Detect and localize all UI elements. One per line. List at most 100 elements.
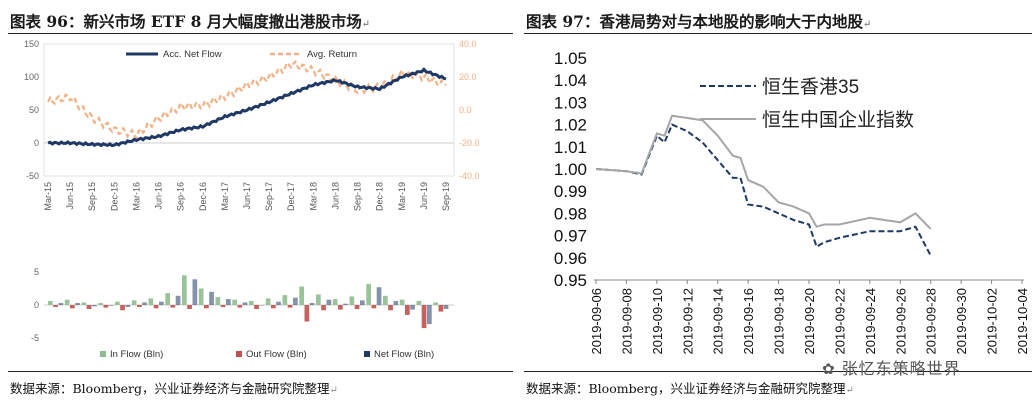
x-tick-label: Dec-15 xyxy=(109,182,119,211)
bar-axis-tick-label: -5 xyxy=(31,333,39,343)
legend-swatch-flow xyxy=(364,351,370,357)
watermark: ✿ 张忆东策略世界 xyxy=(822,355,961,379)
flow-bar xyxy=(70,305,75,309)
legend-swatch-flow xyxy=(236,351,242,357)
x-tick-label: Mar-17 xyxy=(220,182,230,211)
right-axis-tick-label: -20.0 xyxy=(459,138,480,148)
right-source-para-mark: ↵ xyxy=(845,385,854,396)
bar-axis-tick-label: 5 xyxy=(34,267,39,277)
left-axis-tick-label: 0 xyxy=(34,138,39,148)
x-tick-label: 2019-09-14 xyxy=(711,288,726,355)
flow-bar xyxy=(399,299,405,305)
right-axis-tick-label: 40.0 xyxy=(459,39,477,49)
left-source-note: 数据来源：Bloomberg，兴业证券经济与金融研究院整理↵ xyxy=(10,378,338,397)
flow-bar xyxy=(187,305,192,309)
flow-bar xyxy=(142,302,147,305)
right-source-text: 数据来源：Bloomberg，兴业证券经济与金融研究院整理 xyxy=(526,381,846,396)
x-tick-label: Dec-17 xyxy=(286,182,296,211)
y-tick-label: 0.96 xyxy=(554,249,587,268)
x-tick-label: 2019-09-16 xyxy=(741,288,756,355)
flow-bar xyxy=(316,294,321,305)
flow-bar xyxy=(309,303,315,305)
x-tick-label: 2019-09-24 xyxy=(863,288,878,355)
x-tick-label: Dec-16 xyxy=(198,182,208,211)
flow-bar xyxy=(321,305,326,311)
left-source-para-mark: ↵ xyxy=(329,385,338,396)
flow-bar xyxy=(299,286,304,305)
flow-bar xyxy=(220,305,226,307)
right-title-para-mark: ↵ xyxy=(862,19,872,30)
flow-bar xyxy=(226,299,231,305)
flow-bar xyxy=(282,295,288,305)
x-tick-label: Sep-19 xyxy=(441,182,451,211)
flow-bar xyxy=(427,305,432,325)
right-axis-tick-label: -40.0 xyxy=(459,171,480,181)
left-axis-tick-label: 150 xyxy=(24,39,39,49)
right-figure-title-text: 图表 97：香港局势对与本地股的影响大于内地股 xyxy=(526,12,863,31)
flow-bar xyxy=(48,301,53,305)
legend-label-flow: Out Flow (Bln) xyxy=(246,349,307,360)
x-tick-label: 2019-09-30 xyxy=(954,288,969,355)
right-figure-title: 图表 97：香港局势对与本地股的影响大于内地股↵ xyxy=(526,10,871,32)
plot-frame xyxy=(43,43,455,177)
flow-bar xyxy=(338,305,343,310)
flow-bar xyxy=(131,300,137,305)
right-figure-panel: 图表 97：香港局势对与本地股的影响大于内地股↵ 1.05 1.04 1.03 1.0… xyxy=(518,0,1035,405)
x-tick-label: 2019-09-06 xyxy=(589,288,604,355)
x-tick-label: Mar-16 xyxy=(131,182,141,211)
y-tick-label: 1.02 xyxy=(554,116,587,135)
series-line-avg-return xyxy=(47,59,447,141)
series-line-hang-seng-hk35 xyxy=(595,123,932,257)
left-source-text: 数据来源：Bloomberg，兴业证券经济与金融研究院整理 xyxy=(10,381,330,396)
legend-label-avg-return: Avg. Return xyxy=(307,49,357,60)
flow-bar xyxy=(405,305,410,315)
flow-bar xyxy=(383,295,388,305)
flow-bar xyxy=(98,303,103,305)
left-source-rule xyxy=(8,371,513,372)
y-tick-label: 0.99 xyxy=(554,182,587,201)
x-tick-label: Jun-15 xyxy=(65,182,75,210)
series-line-hscei xyxy=(595,114,932,230)
flow-bar xyxy=(376,287,382,305)
right-axis-tick-label: 20.0 xyxy=(459,72,477,82)
flow-bar xyxy=(159,301,164,305)
flow-bar xyxy=(86,305,92,309)
left-figure-title-text: 图表 96：新兴市场 ETF 8 月大幅度撤出港股市场 xyxy=(10,12,362,31)
flow-bar xyxy=(393,301,399,305)
flow-bar xyxy=(433,302,438,305)
legend-label-hscei: 恒生中国企业指数 xyxy=(762,109,914,131)
flow-bar xyxy=(165,293,170,305)
left-figure-title: 图表 96：新兴市场 ETF 8 月大幅度撤出港股市场↵ xyxy=(10,10,370,32)
right-hk-index-chart: 1.05 1.04 1.03 1.02 1.01 1.00 0.99 0.98 0.97 0.96… xyxy=(554,49,1030,355)
left-title-rule xyxy=(8,33,513,34)
x-tick-label: 2019-09-26 xyxy=(893,288,908,355)
left-title-para-mark: ↵ xyxy=(361,19,371,30)
flow-bar xyxy=(108,305,114,306)
flow-bar xyxy=(237,305,243,308)
flow-bar xyxy=(125,305,131,307)
flow-bar xyxy=(81,302,87,305)
x-tick-label: Jun-17 xyxy=(242,182,252,210)
flow-bar xyxy=(254,305,259,309)
x-tick-label: 2019-09-10 xyxy=(650,288,665,355)
flow-bar xyxy=(354,305,360,309)
flow-bar xyxy=(271,305,276,309)
flow-bar xyxy=(443,305,449,309)
legend-label-flow: In Flow (Bln) xyxy=(110,349,163,360)
x-tick-label: 2019-09-18 xyxy=(772,288,787,355)
flow-bar xyxy=(349,296,355,305)
flow-bar xyxy=(287,305,293,308)
x-tick-label: 2019-10-04 xyxy=(1015,288,1030,355)
series-line-acc-net-flow xyxy=(47,67,447,148)
y-tick-label: 1.05 xyxy=(554,49,587,68)
flow-bar xyxy=(371,305,377,309)
flow-bar xyxy=(242,302,248,305)
y-tick-label: 1.03 xyxy=(554,93,587,112)
x-tick-label: 2019-09-28 xyxy=(924,288,939,355)
flow-bar xyxy=(215,297,221,305)
x-tick-label: 2019-09-12 xyxy=(680,288,695,355)
flow-bar xyxy=(75,303,80,305)
flow-bar xyxy=(304,305,310,322)
flow-bar xyxy=(192,279,198,305)
flow-bar xyxy=(249,301,254,305)
